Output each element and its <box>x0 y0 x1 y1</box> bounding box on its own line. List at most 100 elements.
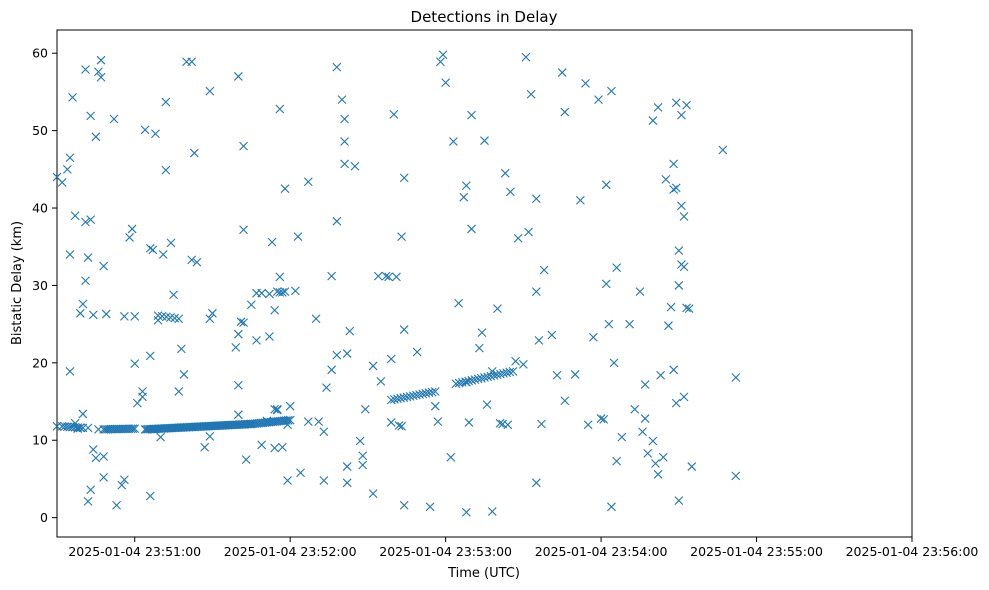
data-point-marker <box>119 312 129 321</box>
data-point-marker <box>94 425 103 434</box>
data-point-marker <box>531 194 541 204</box>
data-point-marker <box>500 168 510 178</box>
data-point-marker <box>145 243 155 253</box>
data-point-marker <box>612 263 622 273</box>
data-point-marker <box>581 79 590 88</box>
x-tick-label: 2025-01-04 23:55:00 <box>690 544 823 559</box>
data-point-marker <box>671 183 681 193</box>
data-point-marker <box>68 92 77 102</box>
data-point-marker <box>560 107 570 117</box>
data-point-marker <box>412 347 422 357</box>
data-point-marker <box>148 245 158 255</box>
data-point-marker <box>454 298 463 308</box>
data-point-marker <box>669 159 679 169</box>
data-point-marker <box>625 319 634 329</box>
data-point-marker <box>674 281 684 290</box>
data-point-marker <box>233 380 243 390</box>
data-point-marker <box>340 137 349 146</box>
data-point-marker <box>399 173 409 183</box>
data-point-marker <box>205 431 215 441</box>
data-point-marker <box>283 420 292 430</box>
data-point-marker <box>99 261 109 271</box>
data-point-marker <box>392 272 401 282</box>
data-point-marker <box>88 310 98 320</box>
data-point-marker <box>461 181 471 190</box>
data-point-marker <box>91 132 101 142</box>
data-point-marker <box>145 491 155 501</box>
data-point-marker <box>345 326 355 336</box>
data-point-marker <box>327 365 337 375</box>
data-point-marker <box>270 443 280 453</box>
data-point-marker <box>278 288 287 297</box>
data-point-marker <box>52 421 62 431</box>
data-point-marker <box>399 500 409 510</box>
data-point-marker <box>62 164 72 174</box>
data-point-marker <box>257 288 267 298</box>
data-point-marker <box>397 232 406 242</box>
data-point-marker <box>461 377 471 387</box>
data-point-marker <box>208 308 217 318</box>
data-point-marker <box>570 370 580 379</box>
data-point-marker <box>189 148 199 158</box>
y-tick-label: 60 <box>32 46 48 61</box>
data-point-marker <box>671 98 681 108</box>
data-point-marker <box>493 304 502 314</box>
data-point-marker <box>241 455 251 464</box>
data-point-marker <box>130 424 140 434</box>
data-point-marker <box>588 332 598 342</box>
data-point-marker <box>376 377 386 386</box>
data-point-marker <box>449 137 458 146</box>
data-point-marker <box>368 361 378 371</box>
data-point-marker <box>270 404 280 414</box>
data-point-marker <box>464 418 474 427</box>
x-tick-label: 2025-01-04 23:51:00 <box>68 544 201 559</box>
data-point-marker <box>233 329 243 339</box>
data-point-marker <box>81 217 90 227</box>
y-axis: 0 10 20 30 40 50 60 <box>32 46 57 525</box>
data-point-marker <box>480 136 489 146</box>
data-point-marker <box>319 476 329 485</box>
data-point-marker <box>731 373 741 382</box>
data-point-marker <box>278 442 287 452</box>
data-point-marker <box>679 212 689 221</box>
data-point-marker <box>272 405 282 415</box>
data-point-marker <box>86 215 96 225</box>
data-point-marker <box>612 456 622 466</box>
data-point-marker <box>643 449 653 458</box>
data-point-marker <box>145 351 155 361</box>
data-point-marker <box>438 50 448 60</box>
data-point-marker <box>381 271 391 281</box>
data-point-marker <box>117 480 127 490</box>
data-point-marker <box>169 290 178 300</box>
data-point-marker <box>648 116 658 125</box>
data-point-marker <box>285 415 295 425</box>
data-point-marker <box>653 469 663 479</box>
chart-title: Detections in Delay <box>411 8 558 26</box>
data-point-marker <box>151 129 160 139</box>
data-point-marker <box>340 114 349 124</box>
data-point-marker <box>99 452 109 461</box>
data-point-marker <box>75 423 85 433</box>
data-point-marker <box>666 302 676 312</box>
data-point-marker <box>99 473 109 482</box>
data-point-marker <box>669 365 679 375</box>
data-point-marker <box>314 417 324 427</box>
data-point-marker <box>262 416 272 426</box>
data-point-marker <box>653 103 663 112</box>
data-point-marker <box>161 165 171 175</box>
data-point-marker <box>350 161 360 171</box>
data-point-marker <box>617 432 627 442</box>
data-point-marker <box>534 336 544 345</box>
data-point-marker <box>684 304 694 314</box>
data-point-marker <box>459 192 469 202</box>
data-point-marker <box>293 232 303 242</box>
data-point-marker <box>718 145 728 155</box>
data-point-marker <box>394 421 404 430</box>
data-point-marker <box>303 177 313 187</box>
data-point-marker <box>661 175 671 184</box>
data-point-marker <box>327 271 337 281</box>
y-axis-title: Bistatic Delay (km) <box>10 221 25 345</box>
data-point-marker <box>275 272 285 282</box>
data-point-marker <box>239 225 248 235</box>
